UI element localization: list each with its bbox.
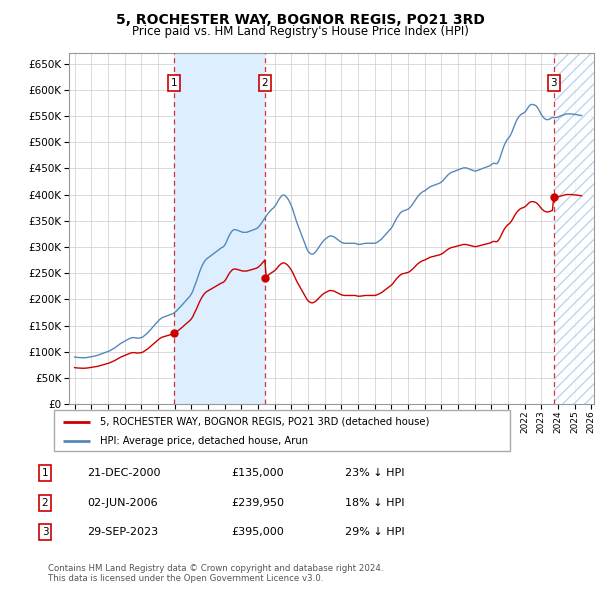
Text: 1: 1: [171, 78, 178, 88]
Text: Contains HM Land Registry data © Crown copyright and database right 2024.
This d: Contains HM Land Registry data © Crown c…: [48, 563, 383, 583]
Text: 29% ↓ HPI: 29% ↓ HPI: [345, 527, 404, 537]
Text: £395,000: £395,000: [231, 527, 284, 537]
Bar: [554, 53, 594, 404]
Text: 23% ↓ HPI: 23% ↓ HPI: [345, 468, 404, 478]
Text: 2: 2: [262, 78, 268, 88]
Text: 02-JUN-2006: 02-JUN-2006: [87, 498, 158, 507]
Text: 3: 3: [41, 527, 49, 537]
Text: HPI: Average price, detached house, Arun: HPI: Average price, detached house, Arun: [100, 436, 308, 446]
Text: 5, ROCHESTER WAY, BOGNOR REGIS, PO21 3RD: 5, ROCHESTER WAY, BOGNOR REGIS, PO21 3RD: [116, 13, 484, 27]
Text: 29-SEP-2023: 29-SEP-2023: [87, 527, 158, 537]
Text: Price paid vs. HM Land Registry's House Price Index (HPI): Price paid vs. HM Land Registry's House …: [131, 25, 469, 38]
Text: 3: 3: [550, 78, 557, 88]
Text: 18% ↓ HPI: 18% ↓ HPI: [345, 498, 404, 507]
Text: 21-DEC-2000: 21-DEC-2000: [87, 468, 161, 478]
Text: 1: 1: [41, 468, 49, 478]
Text: 2: 2: [41, 498, 49, 507]
Text: £239,950: £239,950: [231, 498, 284, 507]
Text: 5, ROCHESTER WAY, BOGNOR REGIS, PO21 3RD (detached house): 5, ROCHESTER WAY, BOGNOR REGIS, PO21 3RD…: [100, 417, 429, 427]
Text: £135,000: £135,000: [231, 468, 284, 478]
FancyBboxPatch shape: [54, 410, 510, 451]
Bar: [174, 53, 265, 404]
